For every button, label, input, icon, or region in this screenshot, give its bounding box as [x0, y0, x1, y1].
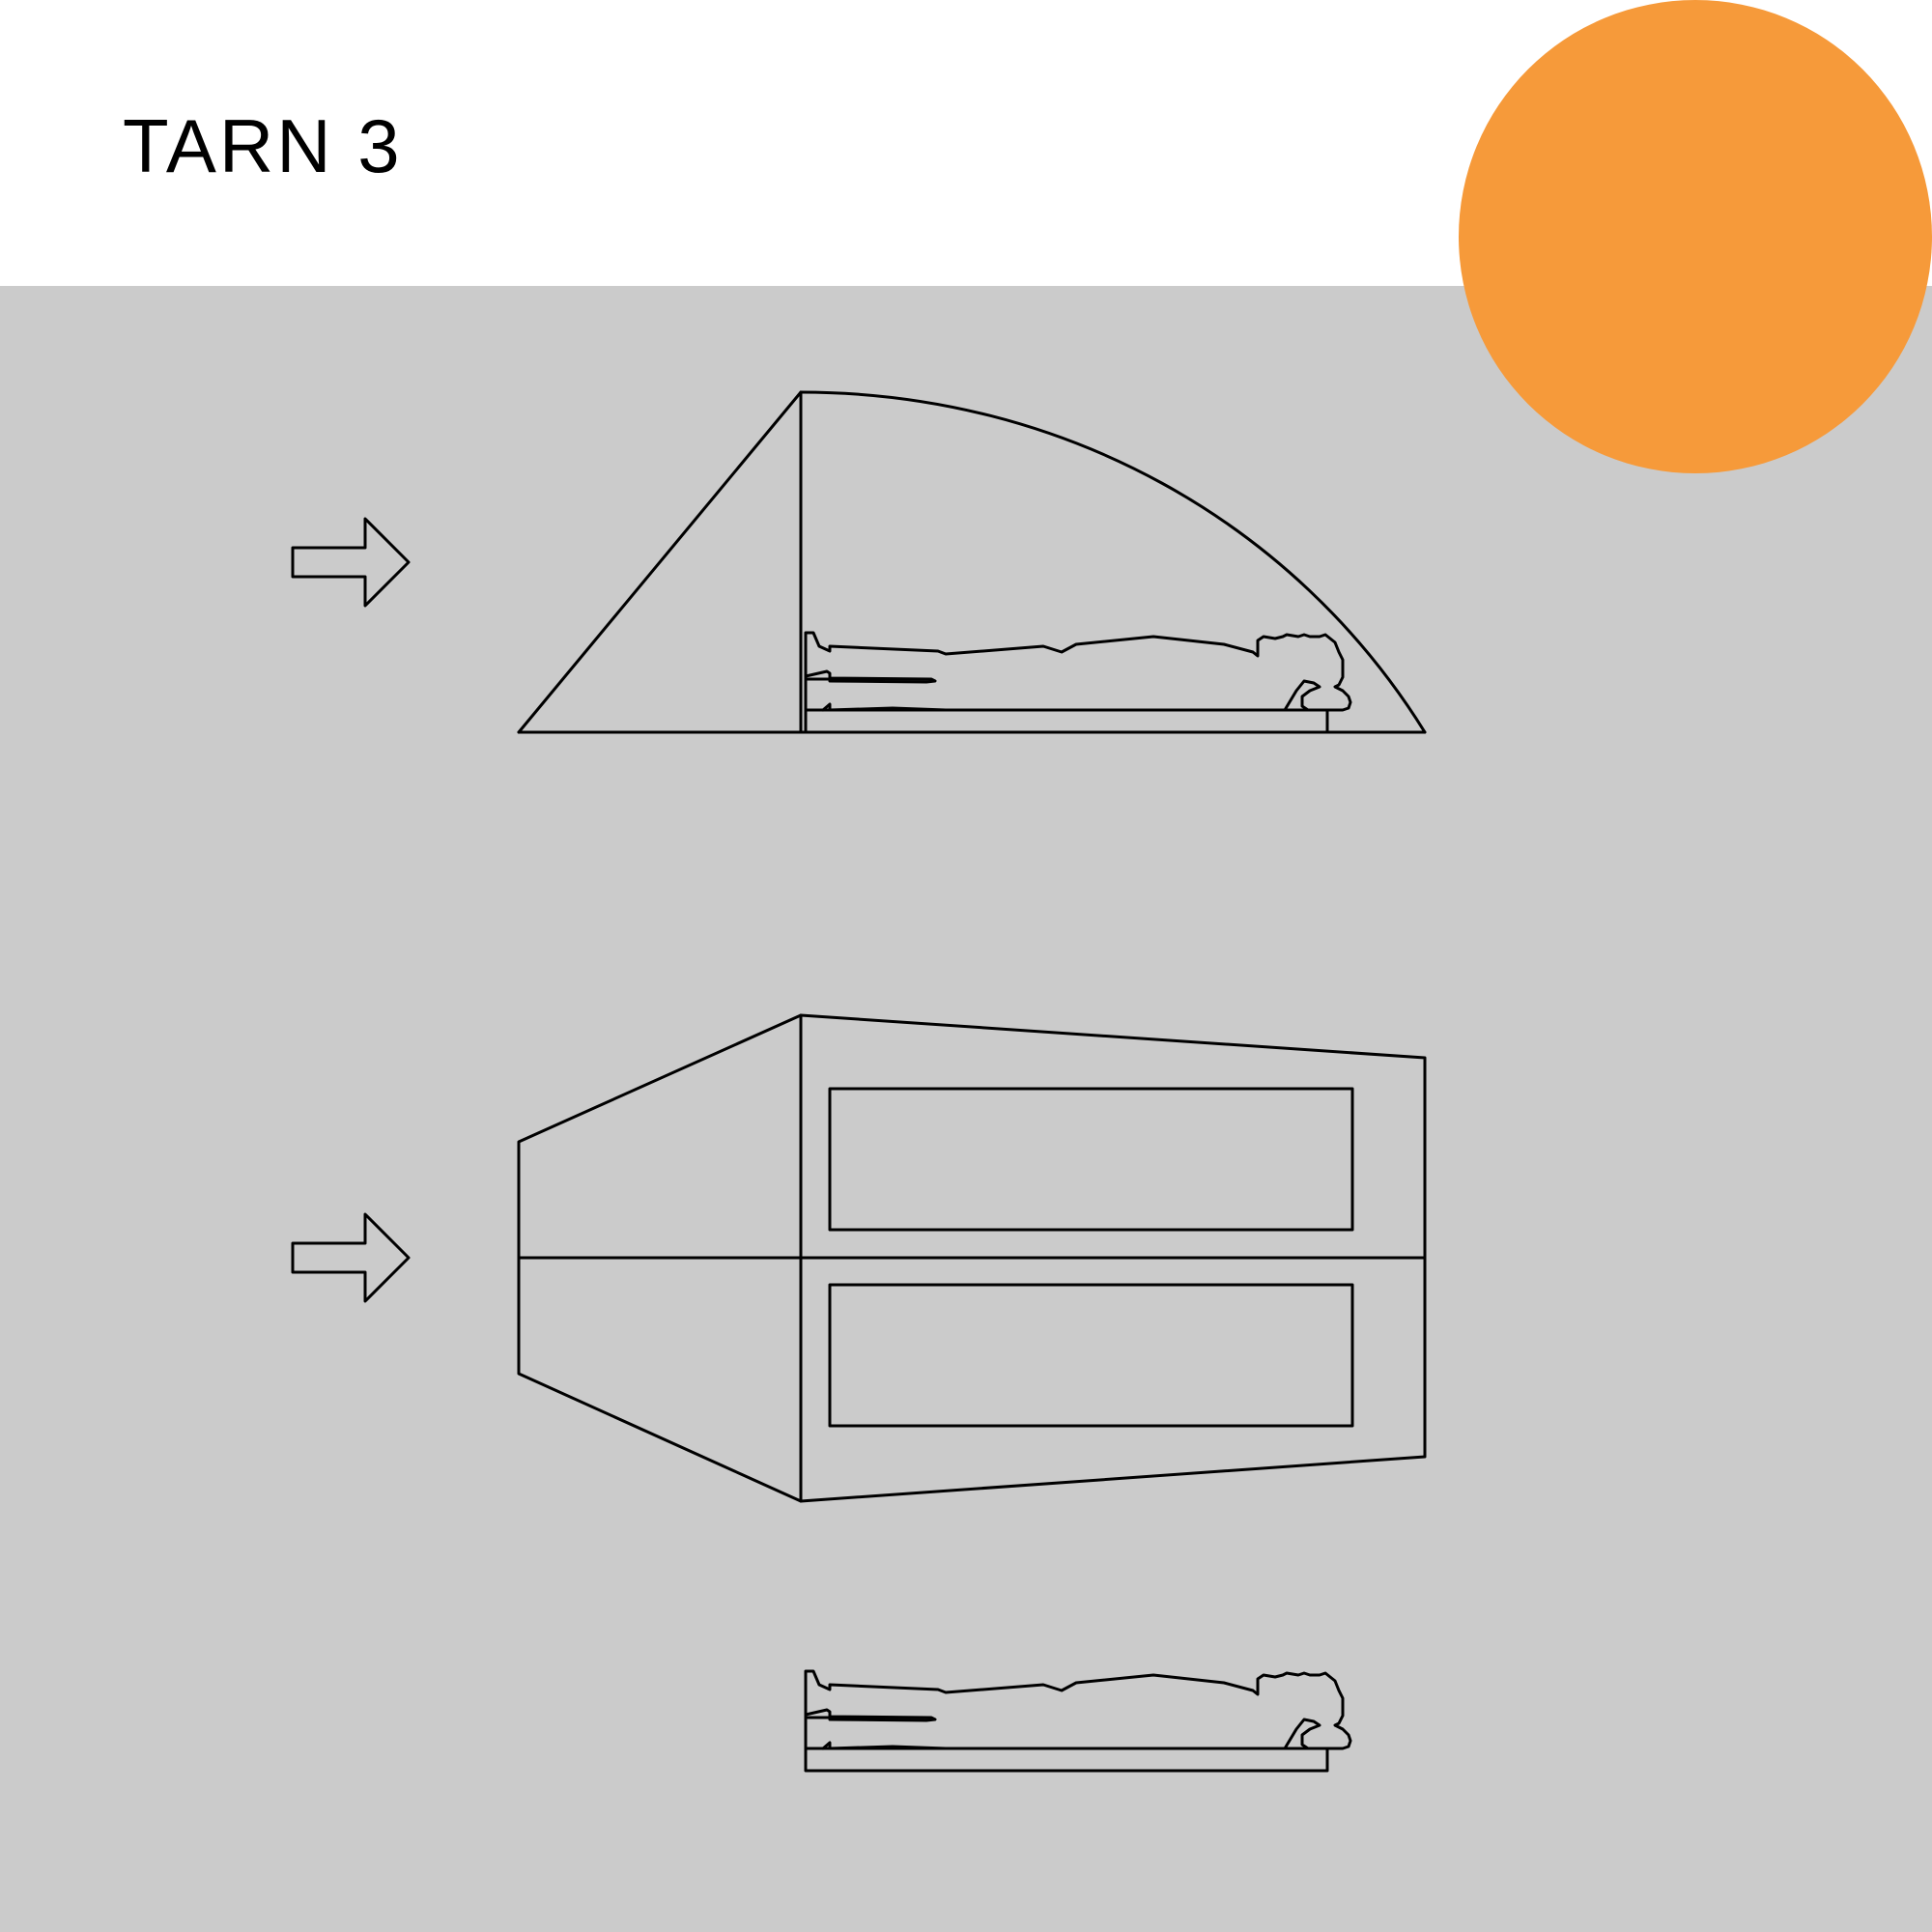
page-title: TARN 3 [123, 103, 403, 188]
person-lying-icon [804, 1669, 1352, 1773]
tent-vestibule-side [517, 390, 803, 734]
sleeping-pad-bottom [828, 1283, 1354, 1428]
arrow-right-icon [291, 517, 411, 608]
sleeper-reference [804, 1669, 1352, 1773]
tent-plan-view [291, 1013, 1427, 1503]
person-lying-icon [804, 631, 1352, 734]
tent-canopy-arc [799, 390, 1427, 734]
diagram-panel [0, 286, 1932, 1932]
arrow-right-icon [291, 1212, 411, 1303]
sleeping-pad-top [828, 1087, 1354, 1232]
accent-circle [1459, 0, 1932, 473]
tent-side-view [291, 390, 1427, 734]
